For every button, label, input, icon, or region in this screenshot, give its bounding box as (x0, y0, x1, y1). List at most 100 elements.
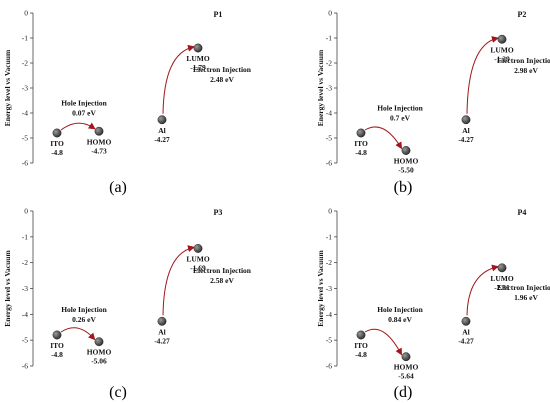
point-label: HOMO (87, 348, 112, 357)
point-value-label: -4.27 (458, 135, 474, 144)
y-tick-label: -1 (22, 34, 28, 43)
point-value-label: -4.8 (355, 350, 367, 359)
point-label: ITO (50, 341, 64, 350)
hole-injection-value: 0.26 eV (72, 315, 96, 324)
energy-level-point-homo (401, 146, 411, 155)
y-tick-label: -2 (22, 59, 28, 68)
electron-injection-value: 2.98 eV (514, 66, 538, 75)
point-value-label: -4.8 (355, 148, 367, 157)
y-tick-label: -6 (326, 362, 332, 371)
hole-injection-value: 0.07 eV (72, 109, 96, 118)
point-value-label: -1.69 (190, 263, 206, 272)
chart-panel-4: 0 -1 -2 -3 -4 -5 -6 Energy level vs Vacuum P4 (d)… (316, 207, 550, 402)
hole-injection-label: Hole Injection (377, 104, 423, 113)
hole-injection-arrow (364, 328, 402, 356)
energy-level-point-al (157, 115, 167, 125)
chart-panel-2: 0 -1 -2 -3 -4 -5 -6 Energy level vs Vacuum P2 (b)… (316, 9, 550, 197)
point-value-label: -2.31 (494, 283, 510, 292)
point-label: Al (158, 126, 166, 135)
energy-level-point-homo (94, 126, 104, 136)
y-tick-label: -5 (326, 134, 332, 143)
hole-injection-value: 0.7 eV (390, 114, 411, 123)
y-tick-label: -6 (22, 159, 28, 168)
chart-panel-1: 0 -1 -2 -3 -4 -5 -6 Energy level vs Vacuum P1 (a)… (3, 9, 252, 197)
hole-injection-value: 0.84 eV (388, 315, 412, 324)
point-label: LUMO (490, 274, 513, 283)
electron-injection-label: Electron Injection (193, 266, 252, 275)
y-tick-label: -5 (22, 336, 28, 345)
energy-level-point-lumo (497, 34, 507, 44)
hole-injection-label: Hole Injection (61, 99, 107, 108)
panel-title: P4 (518, 208, 527, 217)
point-label: HOMO (87, 137, 112, 146)
point-value-label: -4.27 (154, 336, 170, 345)
point-value-label: -4.8 (51, 350, 63, 359)
point-label: HOMO (394, 157, 419, 166)
point-label: HOMO (394, 363, 419, 372)
y-tick-label: -4 (326, 109, 332, 118)
electron-injection-arrow (466, 36, 499, 114)
panel-caption: (d) (394, 384, 413, 401)
y-axis-label: Energy level vs Vacuum (3, 250, 12, 327)
panel-title: P3 (214, 208, 223, 217)
y-tick-label: -3 (326, 84, 332, 93)
energy-level-point-al (461, 115, 471, 125)
hole-injection-arrow (60, 327, 96, 341)
point-value-label: -5.50 (398, 166, 414, 175)
point-value-label: -5.06 (91, 357, 107, 366)
hole-injection-arrow (364, 126, 403, 150)
electron-injection-arrow (162, 245, 195, 316)
point-value-label: -4.73 (91, 146, 107, 155)
electron-injection-value: 2.58 eV (210, 276, 234, 285)
hole-injection-label: Hole Injection (61, 305, 107, 314)
point-value-label: -4.8 (51, 148, 63, 157)
energy-level-point-ito (52, 128, 62, 138)
energy-level-point-al (157, 316, 167, 326)
panel-title: P1 (214, 10, 223, 19)
point-label: Al (462, 126, 470, 135)
point-label: Al (462, 327, 470, 336)
y-tick-label: -5 (326, 336, 332, 345)
energy-level-point-al (461, 316, 471, 326)
energy-level-point-ito (52, 330, 62, 340)
panel-caption: (b) (394, 179, 413, 196)
point-label: LUMO (186, 254, 209, 263)
hole-injection-label: Hole Injection (377, 305, 423, 314)
electron-injection-arrow (466, 264, 499, 316)
y-tick-label: -3 (22, 284, 28, 293)
panel-title: P2 (518, 10, 527, 19)
point-label: LUMO (490, 45, 513, 54)
panel-caption: (a) (109, 179, 127, 196)
y-tick-label: -3 (326, 284, 332, 293)
energy-level-point-ito (356, 330, 366, 340)
y-tick-label: -2 (326, 59, 332, 68)
energy-level-point-lumo (193, 43, 203, 53)
energy-level-point-lumo (497, 263, 507, 273)
y-tick-label: -4 (22, 310, 28, 319)
y-tick-label: 0 (24, 207, 28, 216)
energy-level-point-homo (401, 352, 411, 362)
point-value-label: -4.27 (154, 135, 170, 144)
electron-injection-value: 1.96 eV (514, 293, 538, 302)
y-axis-label: Energy level vs Vacuum (316, 250, 325, 327)
hole-injection-arrow (60, 122, 96, 131)
y-tick-label: -4 (22, 109, 28, 118)
energy-level-point-lumo (193, 244, 203, 253)
y-tick-label: -1 (326, 34, 332, 43)
point-label: ITO (354, 139, 368, 148)
y-tick-label: -5 (22, 134, 28, 143)
y-tick-label: 0 (24, 9, 28, 18)
chart-panel-3: 0 -1 -2 -3 -4 -5 -6 Energy level vs Vacuum P3 (c)… (3, 207, 252, 402)
point-label: ITO (354, 341, 368, 350)
point-value-label: -1.79 (190, 63, 206, 72)
y-tick-label: -2 (22, 258, 28, 267)
y-tick-label: -6 (326, 159, 332, 168)
y-tick-label: -6 (22, 362, 28, 371)
y-tick-label: 0 (328, 207, 332, 216)
energy-level-point-ito (356, 128, 366, 138)
y-tick-label: -3 (22, 84, 28, 93)
y-tick-label: -2 (326, 258, 332, 267)
y-tick-label: -1 (326, 232, 332, 241)
point-label: Al (158, 327, 166, 336)
